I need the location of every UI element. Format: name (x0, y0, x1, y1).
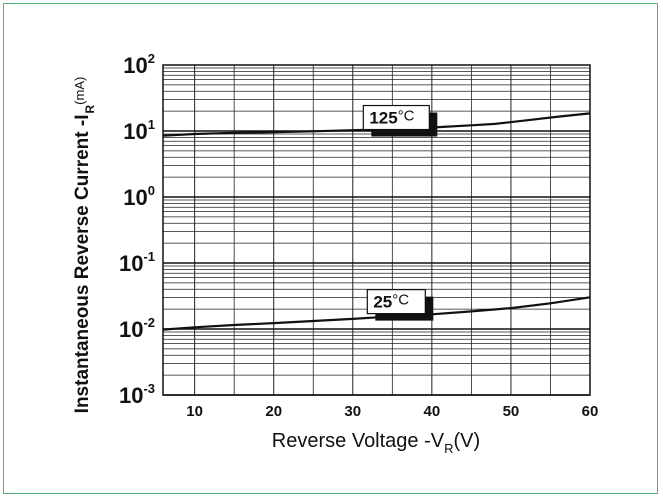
y-tick-label: 101 (123, 117, 155, 144)
x-tick-label: 40 (424, 403, 441, 420)
series-label: 25°C (373, 292, 409, 312)
y-axis-label: Instantaneous Reverse Current -IR(mA) (72, 77, 97, 414)
x-tick-label: 10 (186, 403, 203, 420)
x-tick-label: 20 (265, 403, 282, 420)
y-tick-label: 10-2 (119, 315, 155, 342)
y-tick-labels: 102 101 100 10-1 10-2 10-3 (119, 51, 155, 408)
series-label-box (362, 104, 430, 131)
x-tick-label: 50 (503, 403, 520, 420)
series-line-25c (162, 296, 591, 331)
x-tick-label: 60 (582, 403, 599, 420)
y-tick-label: 102 (123, 51, 155, 78)
y-tick-label: 10-3 (119, 381, 155, 408)
series-labels: 125°C 25°C (362, 104, 438, 321)
y-tick-label: 100 (123, 183, 155, 210)
x-tick-labels: 10 20 30 40 50 60 (186, 403, 598, 420)
series-label: 125°C (369, 108, 414, 128)
plot-border (162, 64, 591, 396)
series-label-box (366, 289, 426, 315)
x-tick-label: 30 (344, 403, 361, 420)
y-tick-label: 10-1 (119, 249, 155, 276)
x-axis-label: Reverse Voltage -VR(V) (272, 430, 480, 456)
